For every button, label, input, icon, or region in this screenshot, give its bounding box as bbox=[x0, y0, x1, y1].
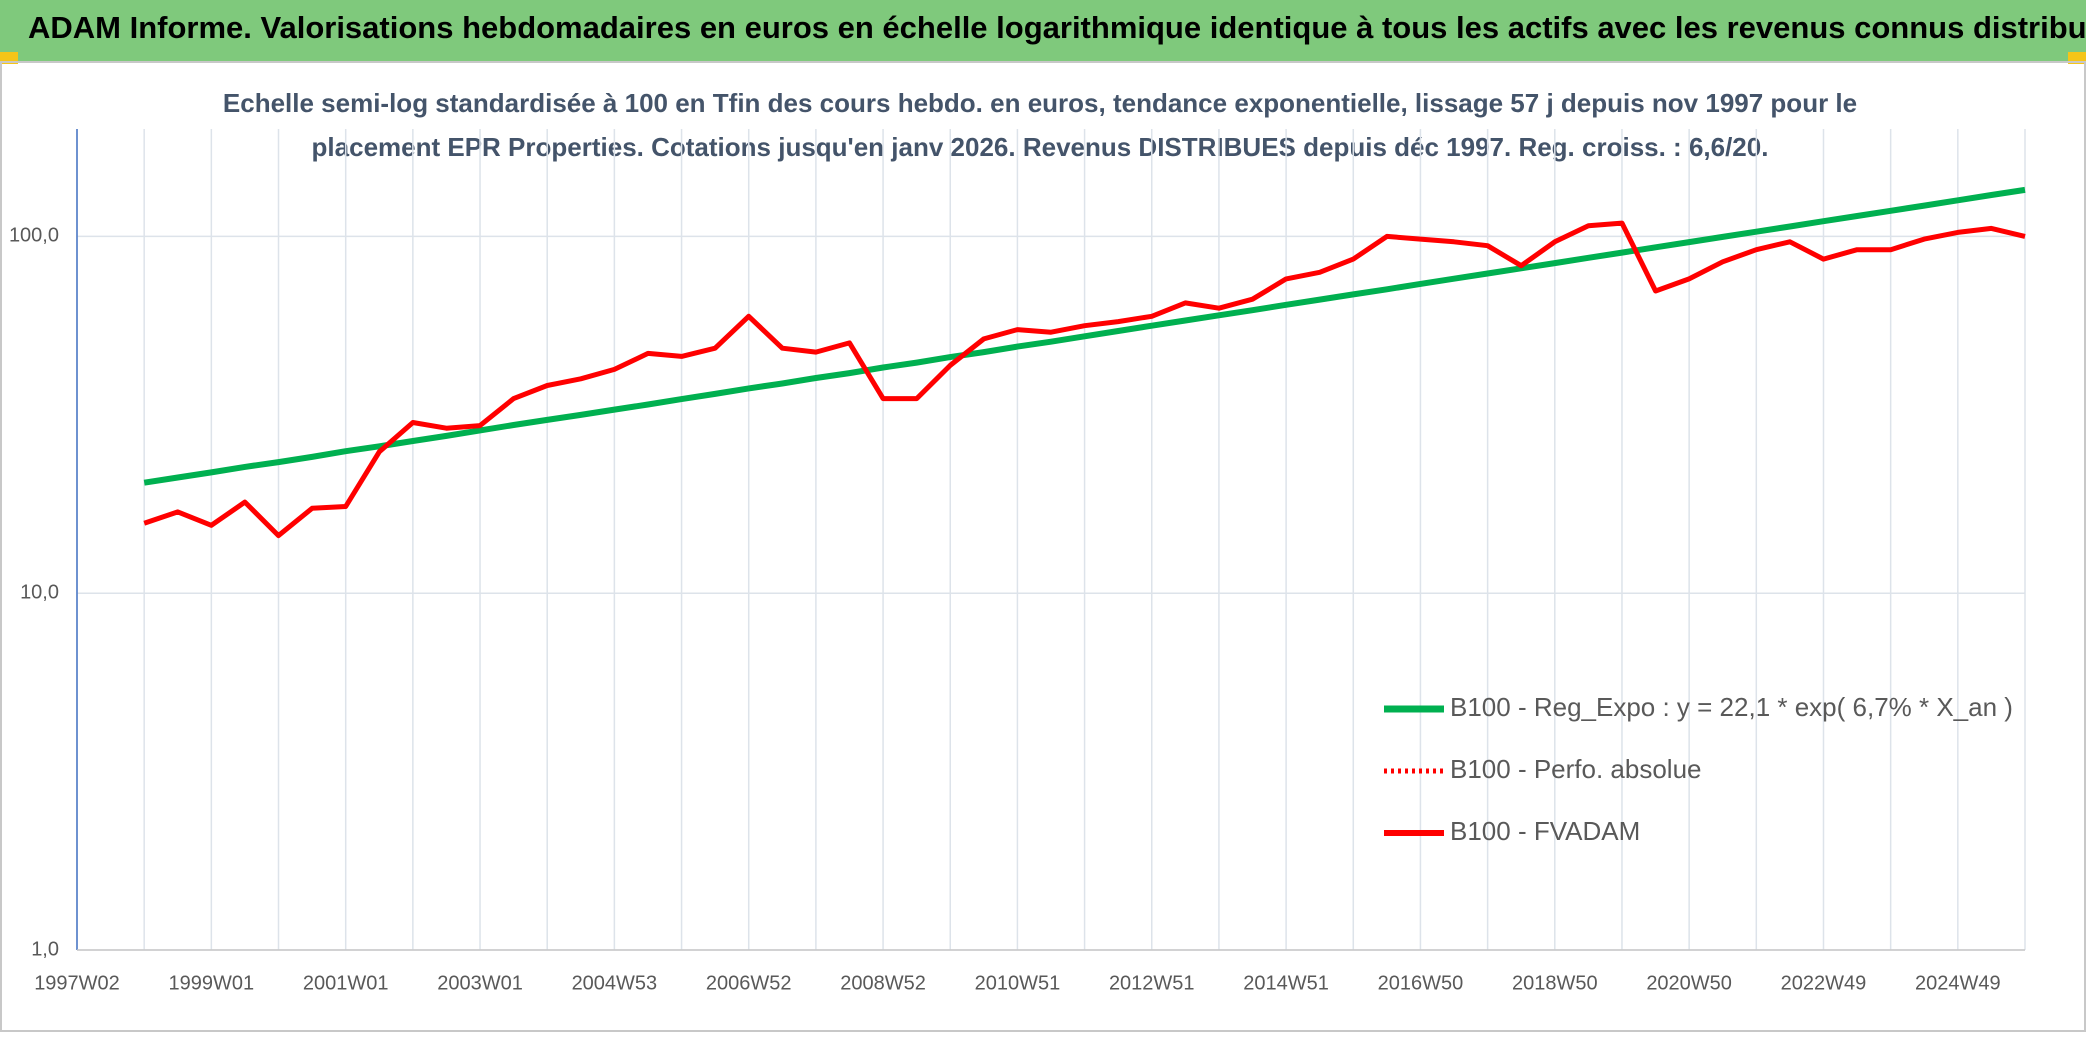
legend-label: B100 - Perfo. absolue bbox=[1450, 754, 1702, 784]
y-tick-label: 1,0 bbox=[31, 938, 59, 960]
frame bbox=[0, 61, 2086, 1032]
x-tick-label: 2010W51 bbox=[975, 972, 1061, 994]
series-line bbox=[143, 186, 2026, 486]
x-tick-label: 2001W01 bbox=[303, 972, 389, 994]
x-tick-label: 2012W51 bbox=[1109, 972, 1195, 994]
legend-label: B100 - Reg_Expo : y = 22,1 * exp( 6,7% *… bbox=[1450, 692, 2013, 722]
x-tick-label: 2024W49 bbox=[1915, 972, 2001, 994]
x-tick-label: 2008W52 bbox=[840, 972, 926, 994]
page-title: ADAM Informe. Valorisations hebdomadaire… bbox=[28, 10, 2086, 45]
x-tick-label: 2006W52 bbox=[706, 972, 792, 994]
series-line bbox=[143, 220, 2026, 539]
x-tick-label: 2018W50 bbox=[1512, 972, 1598, 994]
chart-subtitle: Echelle semi-log standardisée à 100 en T… bbox=[223, 88, 1857, 118]
x-tick-label: 2020W50 bbox=[1646, 972, 1732, 994]
x-tick-label: 1997W02 bbox=[34, 972, 120, 994]
y-tick-label: 100,0 bbox=[9, 225, 59, 247]
x-tick-label: 2004W53 bbox=[572, 972, 658, 994]
y-tick-label: 10,0 bbox=[20, 581, 59, 603]
title-bar bbox=[0, 0, 2086, 62]
x-tick-label: 2003W01 bbox=[437, 972, 523, 994]
x-tick-label: 2022W49 bbox=[1781, 972, 1867, 994]
chart-subtitle: placement EPR Properties. Cotations jusq… bbox=[312, 132, 1769, 162]
x-tick-label: 1999W01 bbox=[169, 972, 255, 994]
legend-label: B100 - FVADAM bbox=[1450, 816, 1640, 846]
x-tick-label: 2016W50 bbox=[1378, 972, 1464, 994]
x-tick-label: 2014W51 bbox=[1243, 972, 1329, 994]
